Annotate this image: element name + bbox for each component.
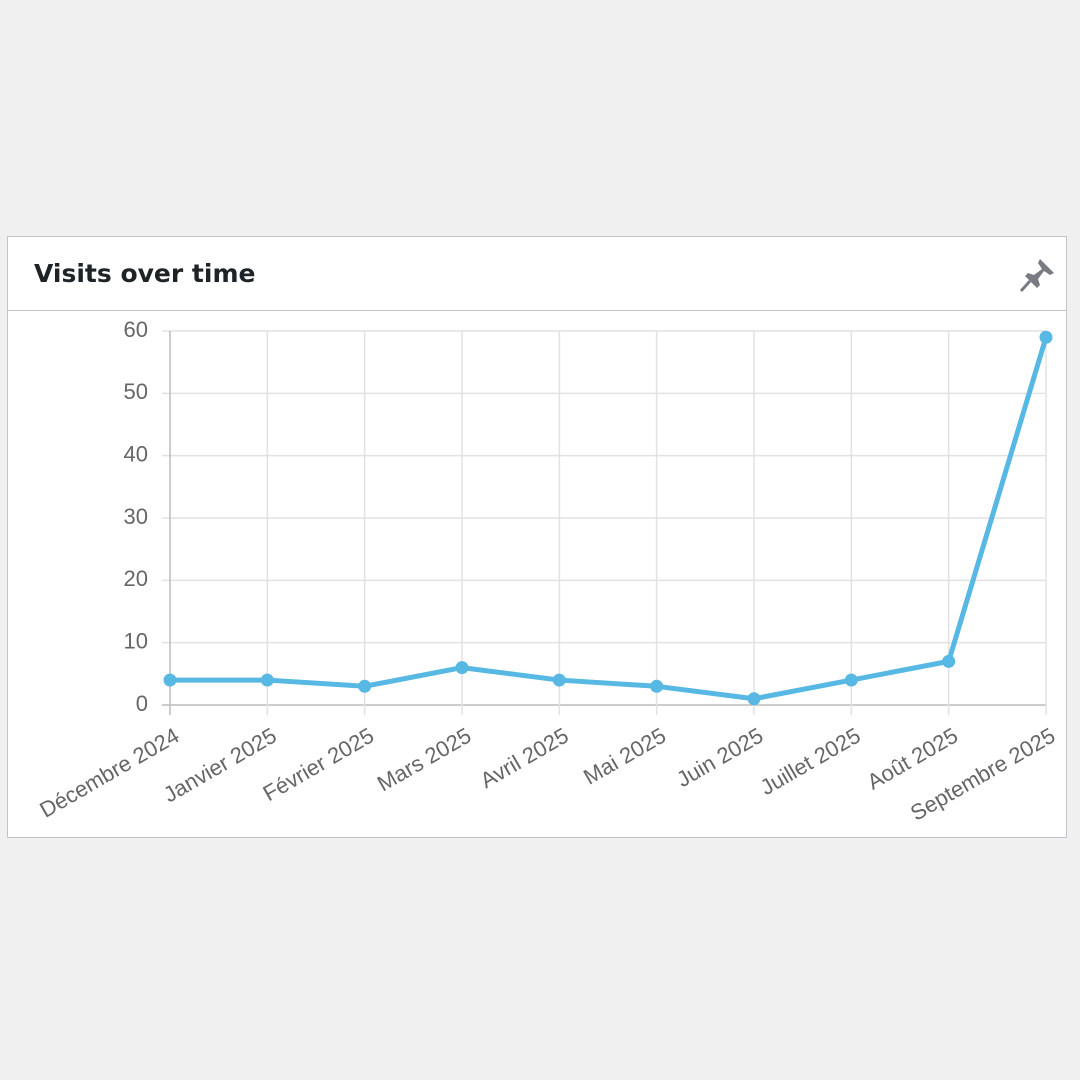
y-tick-label: 50: [124, 379, 148, 404]
point: [942, 654, 956, 668]
y-tick-label: 40: [124, 441, 148, 466]
point: [650, 679, 664, 693]
x-tick-label: Décembre 2024: [35, 723, 183, 823]
line: [170, 336, 1049, 702]
point: [1039, 330, 1053, 344]
widget-card: Visits over time: [7, 236, 1067, 838]
point: [747, 692, 761, 706]
x-tick-label: Mars 2025: [373, 723, 476, 797]
y-tick-label: 0: [136, 691, 148, 716]
point: [552, 673, 566, 687]
point: [260, 673, 274, 687]
point: [844, 673, 858, 687]
point: [358, 679, 372, 693]
x-tick-label: Juillet 2025: [756, 723, 865, 800]
x-tick-label: Février 2025: [259, 723, 378, 806]
y-tick-label: 20: [124, 566, 148, 591]
x-tick-label: Juin 2025: [672, 723, 767, 792]
x-tick-label: Mai 2025: [579, 723, 670, 790]
y-tick-label: 60: [124, 317, 148, 342]
x-tick-label: Avril 2025: [476, 723, 573, 793]
y-tick-label: 10: [124, 628, 148, 653]
point: [455, 661, 469, 675]
widget-header: Visits over time: [8, 237, 1066, 311]
point: [163, 673, 177, 687]
y-tick-label: 30: [124, 504, 148, 529]
widget-title: Visits over time: [34, 259, 256, 288]
pin-button[interactable]: [1018, 255, 1058, 295]
